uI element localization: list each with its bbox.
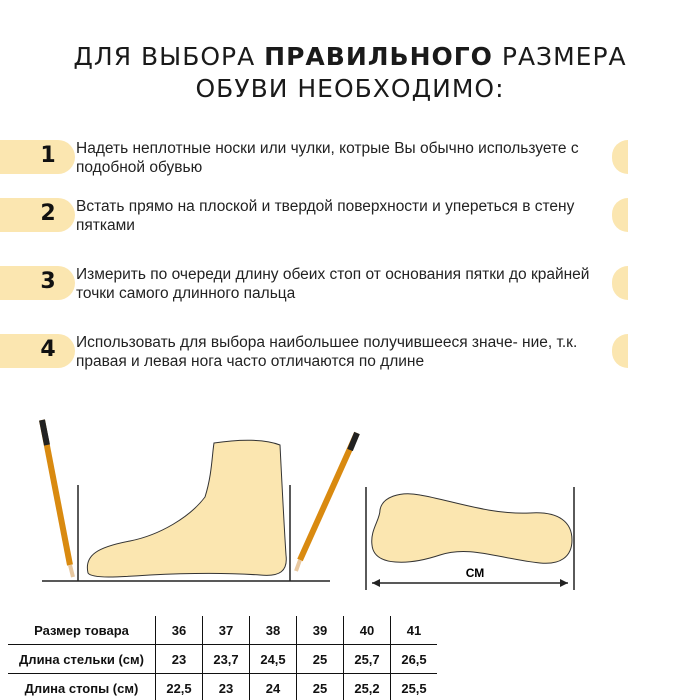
pencil-icon-left — [39, 419, 75, 578]
table-cell: 24,5 — [249, 644, 297, 674]
table-cell: 25 — [296, 673, 344, 700]
size-table: Размер товара 36 37 38 39 40 41 Длина стельки (… — [8, 616, 437, 700]
step-text: Встать прямо на плоской и твердой поверх… — [76, 198, 575, 234]
step-number: 2 — [40, 201, 56, 226]
step-text: Измерить по очереди длину обеих стоп от … — [76, 266, 590, 302]
step-marker-right — [612, 140, 628, 174]
step-number: 4 — [40, 337, 56, 362]
step-marker-right — [612, 198, 628, 232]
table-cell: 38 — [249, 616, 297, 645]
step-marker-right — [612, 266, 628, 300]
foot-side-icon — [86, 439, 287, 578]
table-cell: 24 — [249, 673, 297, 700]
table-row: Длина стопы (см) 22,5 23 24 25 25,2 25,5 — [8, 673, 437, 700]
step-number: 1 — [40, 143, 56, 168]
table-cell: 25,5 — [390, 673, 437, 700]
step-marker — [0, 334, 75, 368]
table-cell: 23,7 — [202, 644, 250, 674]
row-label: Длина стопы (см) — [8, 673, 156, 700]
table-cell: 26,5 — [390, 644, 437, 674]
title-line-2: ОБУВИ НЕОБХОДИМО: — [195, 74, 505, 103]
step-number: 3 — [40, 269, 56, 294]
title-bold: ПРАВИЛЬНОГО — [264, 42, 493, 71]
table-cell: 25 — [296, 644, 344, 674]
step-text: Использовать для выбора наибольшее получ… — [76, 334, 578, 370]
step-marker-right — [612, 334, 628, 368]
table-cell: 23 — [155, 644, 203, 674]
table-row: Длина стельки (см) 23 23,7 24,5 25 25,7 26,5 — [8, 644, 437, 674]
title-line-1: ДЛЯ ВЫБОРА ПРАВИЛЬНОГО РАЗМЕРА — [0, 42, 700, 71]
step-marker — [0, 140, 75, 174]
title-suffix: РАЗМЕРА — [492, 42, 627, 71]
table-cell: 25,7 — [343, 644, 391, 674]
row-label: Размер товара — [34, 622, 129, 638]
table-cell: 39 — [296, 616, 344, 645]
table-cell: 22,5 — [155, 673, 203, 700]
step-marker — [0, 198, 75, 232]
table-cell: 25,2 — [343, 673, 391, 700]
table-cell: 37 — [202, 616, 250, 645]
row-label: Длина стельки (см) — [8, 644, 156, 674]
table-cell: 36 — [155, 616, 203, 645]
table-cell: 41 — [390, 616, 437, 645]
step-text: Надеть неплотные носки или чулки, котрые… — [76, 140, 579, 176]
table-cell: 23 — [202, 673, 250, 700]
foot-measurement-diagram: СМ — [39, 419, 575, 590]
table-row: Размер товара 36 37 38 39 40 41 — [8, 616, 437, 645]
pencil-icon-right — [294, 431, 360, 572]
foot-top-icon — [371, 493, 573, 564]
unit-label: СМ — [466, 566, 485, 580]
title-prefix: ДЛЯ ВЫБОРА — [73, 42, 265, 71]
table-cell: 40 — [343, 616, 391, 645]
step-marker — [0, 266, 75, 300]
